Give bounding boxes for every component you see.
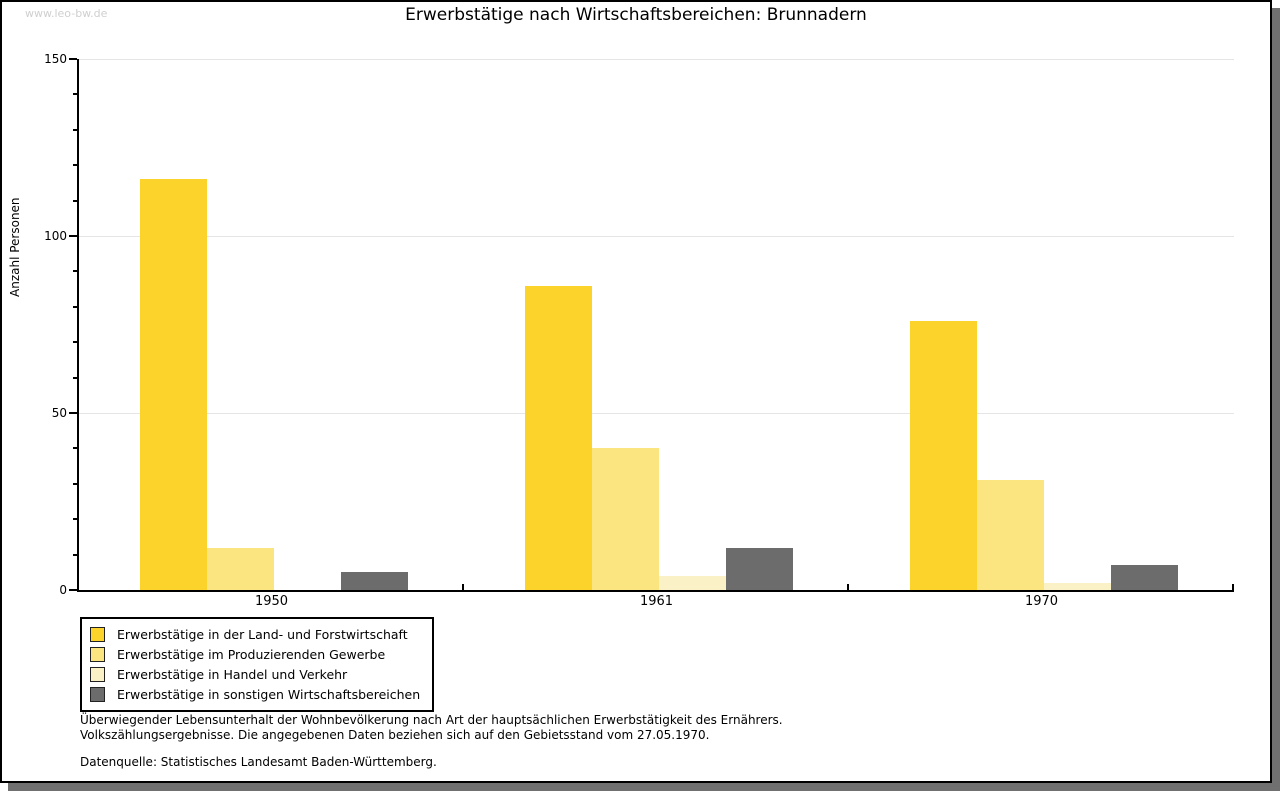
gridline	[79, 236, 1234, 237]
footer-line1: Überwiegender Lebensunterhalt der Wohnbe…	[80, 713, 783, 727]
legend-item: Erwerbstätige in Handel und Verkehr	[90, 664, 420, 684]
bar-1970-series4	[1111, 565, 1178, 590]
chart-title: Erwerbstätige nach Wirtschaftsbereichen:…	[405, 5, 867, 25]
bar-1970-series2	[977, 480, 1044, 590]
y-tick-label: 100	[44, 229, 67, 243]
y-tick-label: 50	[51, 406, 67, 420]
y-axis-tick	[69, 589, 77, 591]
y-axis-tick	[73, 93, 77, 96]
watermark: www.leo-bw.de	[25, 7, 108, 20]
bar-1961-series4	[726, 547, 793, 590]
y-axis-tick	[73, 482, 77, 485]
bar-1961-series1	[525, 285, 592, 590]
legend-item: Erwerbstätige in der Land- und Forstwirt…	[90, 624, 420, 644]
y-axis-tick	[73, 553, 77, 556]
y-axis-tick	[69, 235, 77, 237]
gridline	[79, 59, 1234, 60]
y-axis-label: Anzahl Personen	[8, 197, 22, 297]
y-axis-tick	[73, 164, 77, 167]
legend-label: Erwerbstätige in der Land- und Forstwirt…	[117, 626, 408, 642]
bar-1950-series2	[207, 547, 274, 590]
x-tick-label: 1970	[1024, 594, 1059, 609]
y-axis-tick	[73, 376, 77, 379]
footer: Überwiegender Lebensunterhalt der Wohnbe…	[80, 713, 783, 770]
x-axis-separator-tick	[1232, 584, 1234, 590]
bar-1961-series2	[592, 448, 659, 590]
y-axis-tick	[73, 305, 77, 308]
y-axis-tick	[69, 58, 77, 60]
legend-label: Erwerbstätige in sonstigen Wirtschaftsbe…	[117, 686, 421, 702]
legend-swatch-icon	[90, 646, 105, 662]
y-axis-tick	[73, 447, 77, 450]
y-axis-tick	[73, 199, 77, 202]
x-tick-label: 1961	[639, 594, 674, 609]
legend-label: Erwerbstätige in Handel und Verkehr	[117, 666, 348, 682]
gridline	[79, 413, 1234, 414]
footer-source: Datenquelle: Statistisches Landesamt Bad…	[80, 755, 437, 769]
x-axis-separator-tick	[462, 584, 464, 590]
bar-1950-series4	[341, 572, 408, 590]
bar-1970-series3	[1044, 582, 1111, 590]
x-tick-label: 1950	[254, 594, 289, 609]
legend-swatch-icon	[90, 626, 105, 642]
y-axis-tick	[69, 412, 77, 414]
bar-1961-series3	[659, 575, 726, 590]
legend-label: Erwerbstätige im Produzierenden Gewerbe	[117, 646, 386, 662]
legend-swatch-icon	[90, 666, 105, 682]
legend-item: Erwerbstätige in sonstigen Wirtschaftsbe…	[90, 684, 420, 704]
y-axis-tick	[73, 128, 77, 131]
y-axis-tick	[73, 341, 77, 344]
bar-1950-series1	[140, 179, 207, 590]
plot-area: 0 50 100 150 1950 1961 1970	[44, 52, 1234, 609]
y-axis-tick	[73, 270, 77, 273]
legend: Erwerbstätige in der Land- und Forstwirt…	[80, 617, 435, 712]
bar-1970-series1	[910, 320, 977, 590]
footer-line2: Volkszählungsergebnisse. Die angegebenen…	[80, 727, 710, 742]
legend-swatch-icon	[90, 686, 105, 702]
y-tick-label: 0	[59, 583, 67, 597]
y-axis-tick	[73, 518, 77, 521]
y-tick-label: 150	[44, 52, 67, 66]
x-axis-separator-tick	[847, 584, 849, 590]
legend-item: Erwerbstätige im Produzierenden Gewerbe	[90, 644, 420, 664]
